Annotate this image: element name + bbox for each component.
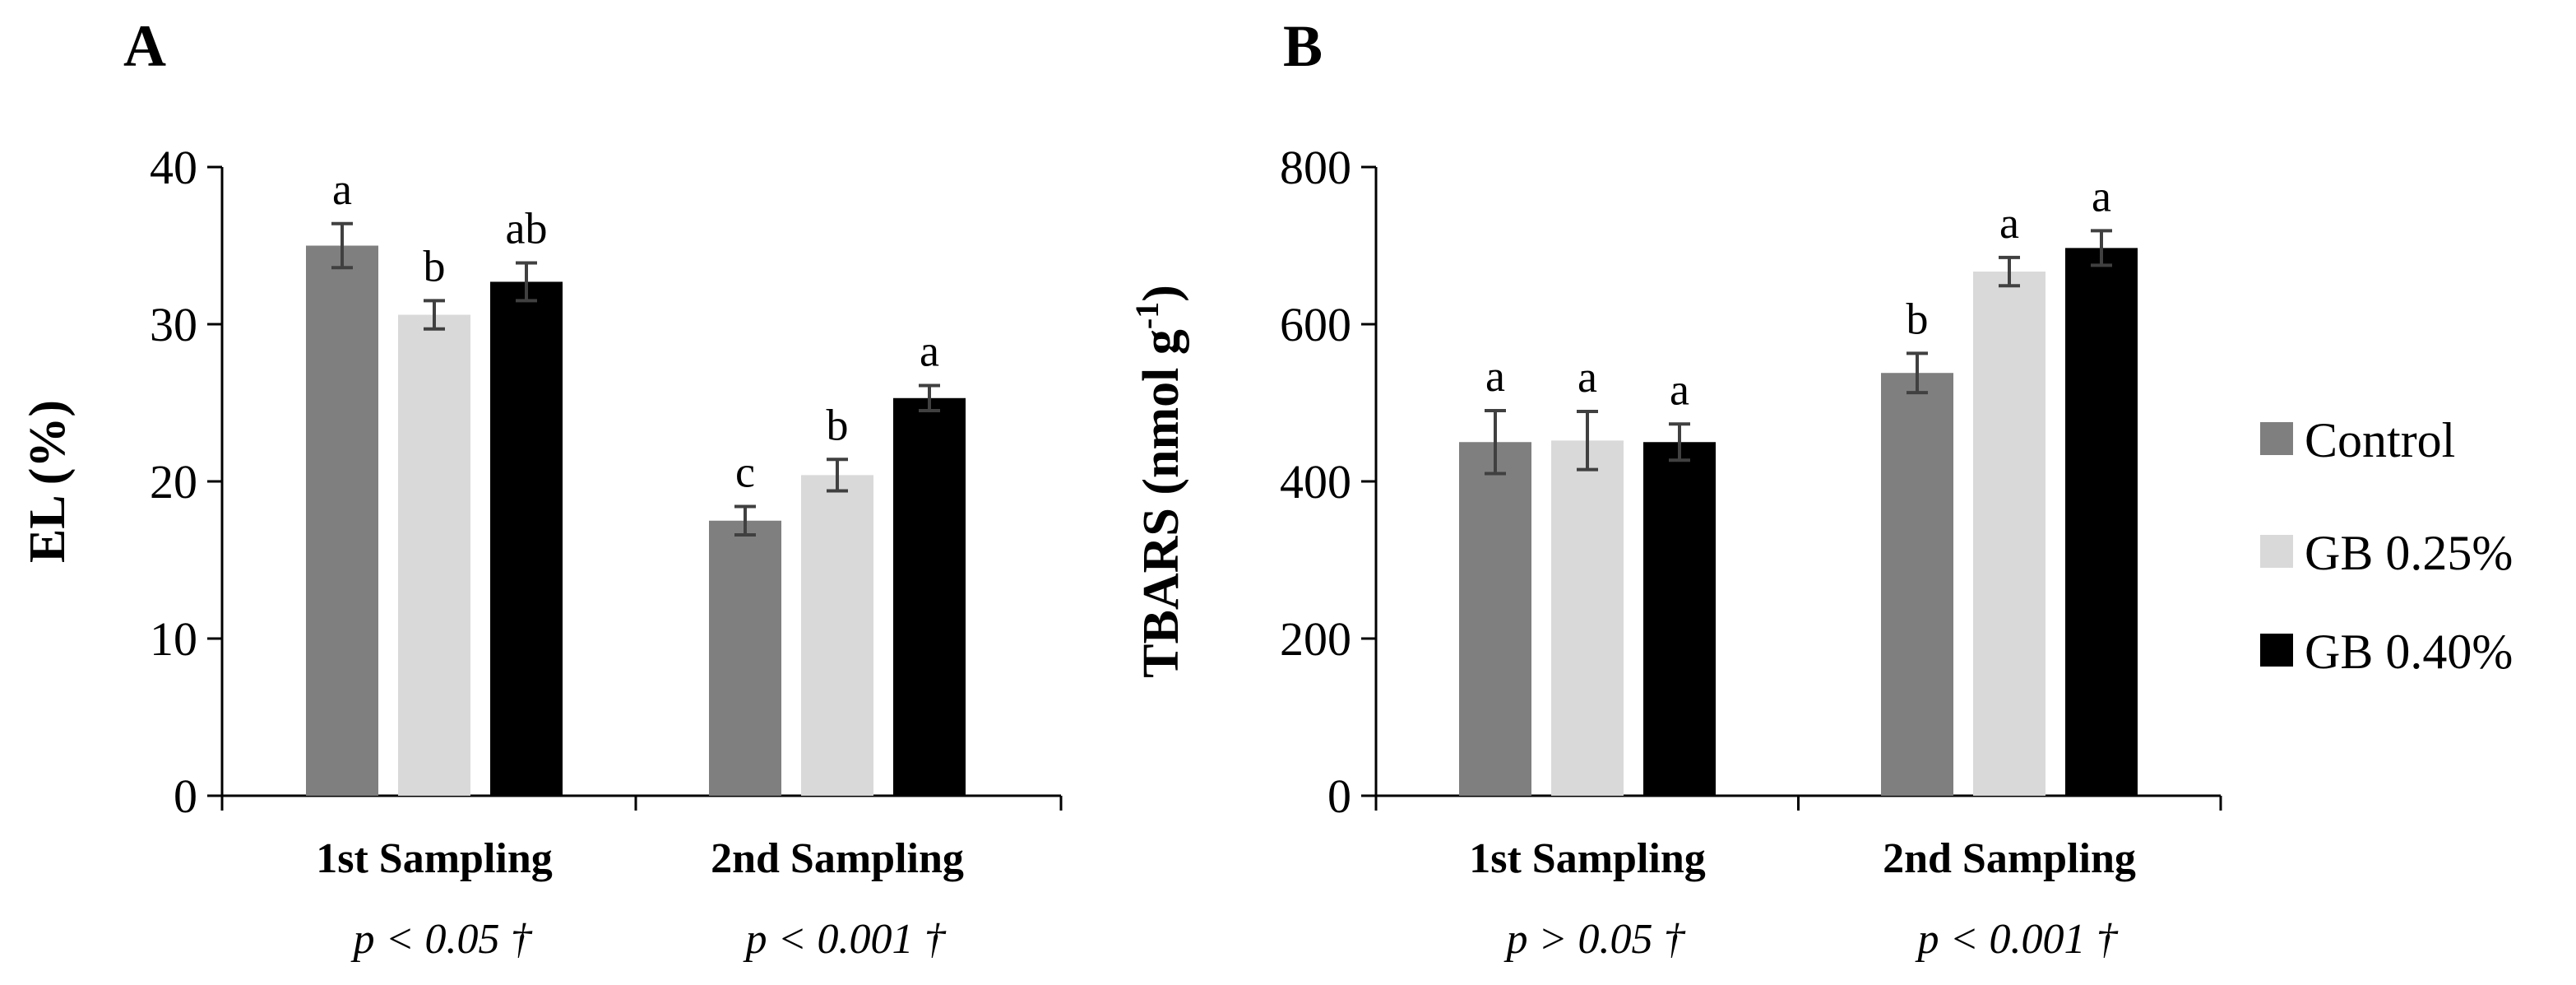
significance-letter: a xyxy=(920,326,939,375)
significance-letter: b xyxy=(827,400,849,449)
y-tick-label: 600 xyxy=(1280,298,1351,351)
p-value-label: p < 0.001 † xyxy=(742,916,946,963)
y-tick-label: 200 xyxy=(1280,612,1351,666)
error-bar xyxy=(331,221,353,270)
error-bar xyxy=(424,299,445,331)
legend-label: Control xyxy=(2305,413,2455,467)
significance-letter: a xyxy=(1670,365,1689,414)
error-bar xyxy=(1999,255,2020,288)
error-bar xyxy=(1907,351,1928,395)
significance-letter: c xyxy=(735,448,755,497)
y-tick-label: 800 xyxy=(1280,141,1351,194)
error-bar xyxy=(2091,229,2112,267)
significance-letter: a xyxy=(1999,198,2019,248)
bar xyxy=(398,314,470,796)
error-bar xyxy=(734,504,756,537)
panel-b: B 0 200 400 600 800 TBARS (nmol g-1) a a a 1st Sam… xyxy=(1128,13,2222,963)
panel-letter: A xyxy=(123,13,166,79)
error-bar xyxy=(919,383,940,413)
bar xyxy=(1881,373,1953,797)
error-bar xyxy=(516,261,537,303)
bar xyxy=(1643,442,1716,796)
x-category-label: 2nd Sampling xyxy=(711,835,964,882)
legend-label: GB 0.25% xyxy=(2305,526,2513,580)
significance-letter: a xyxy=(1578,352,1597,402)
bar xyxy=(893,397,966,796)
x-category-label: 1st Sampling xyxy=(1469,835,1706,882)
x-category-label: 1st Sampling xyxy=(316,835,553,882)
y-tick-label: 10 xyxy=(150,612,197,666)
legend-swatch xyxy=(2260,422,2293,455)
p-value-label: p < 0.001 † xyxy=(1914,916,2118,963)
bar xyxy=(1459,442,1531,796)
y-axis-label: EL (%) xyxy=(20,400,76,563)
y-tick-label: 0 xyxy=(174,769,197,823)
error-bar xyxy=(1669,422,1690,462)
p-value-label: p > 0.05 † xyxy=(1503,916,1685,963)
significance-letter: b xyxy=(1907,294,1929,343)
p-value-label: p < 0.05 † xyxy=(350,916,532,963)
legend-swatch xyxy=(2260,535,2293,568)
x-category-label: 2nd Sampling xyxy=(1883,835,2136,882)
y-tick-label: 30 xyxy=(150,298,197,351)
legend-swatch xyxy=(2260,634,2293,667)
y-axis-label: TBARS (nmol g-1) xyxy=(1128,285,1189,678)
y-tick-label: 20 xyxy=(150,455,197,509)
panel-letter: B xyxy=(1283,13,1323,79)
significance-letter: ab xyxy=(506,204,548,253)
y-tick-label: 40 xyxy=(150,141,197,194)
legend: Control GB 0.25% GB 0.40% xyxy=(2260,413,2513,679)
error-bar xyxy=(827,458,848,493)
bar xyxy=(490,281,563,796)
significance-letter: b xyxy=(424,241,446,290)
bar xyxy=(2065,248,2138,796)
bar xyxy=(709,520,781,796)
significance-letter: a xyxy=(1485,351,1505,401)
significance-letter: a xyxy=(332,165,352,214)
bar xyxy=(1973,272,2046,796)
bar xyxy=(801,475,873,796)
y-tick-label: 400 xyxy=(1280,455,1351,509)
significance-letter: a xyxy=(2092,171,2111,221)
legend-label: GB 0.40% xyxy=(2305,625,2513,679)
error-bar xyxy=(1485,409,1506,476)
bar xyxy=(1551,440,1624,796)
error-bar xyxy=(1577,410,1598,472)
bar xyxy=(306,245,378,796)
y-tick-label: 0 xyxy=(1327,769,1351,823)
